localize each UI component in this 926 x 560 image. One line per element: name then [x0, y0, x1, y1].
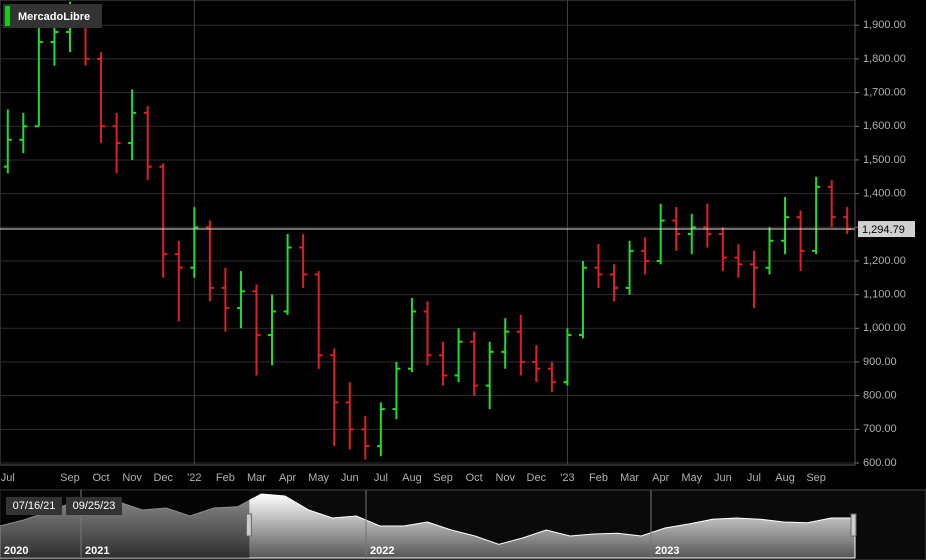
plot-area	[0, 0, 856, 466]
x-tick-label: Jul	[747, 472, 761, 484]
x-tick-label: Oct	[466, 472, 483, 484]
x-tick-label: Jul	[1, 472, 15, 484]
x-tick-label: Sep	[433, 472, 453, 484]
y-tick-label: 600.00	[863, 457, 897, 469]
x-tick-label: Aug	[402, 472, 422, 484]
y-tick-label: 1,000.00	[863, 322, 906, 334]
navigator-area	[0, 493, 856, 559]
x-tick-label: Nov	[122, 472, 142, 484]
year-label: 2020	[4, 545, 28, 557]
navigator-handle[interactable]	[850, 513, 857, 537]
x-tick-label: '22	[187, 472, 201, 484]
y-tick-label: 700.00	[863, 423, 897, 435]
x-tick-label: Sep	[60, 472, 80, 484]
y-tick-label: 1,900.00	[863, 19, 906, 31]
range-label: 07/16/21	[13, 500, 56, 512]
y-tick-label: 1,100.00	[863, 289, 906, 301]
x-tick-label: Dec	[153, 472, 173, 484]
y-tick-label: 1,200.00	[863, 255, 906, 267]
x-tick-label: '23	[560, 472, 574, 484]
range-label-box	[6, 497, 62, 515]
x-tick-label: Oct	[92, 472, 109, 484]
x-tick-label: Apr	[279, 472, 296, 484]
year-label: 2021	[85, 545, 109, 557]
legend-label: MercadoLibre	[18, 11, 90, 23]
x-tick-label: Feb	[589, 472, 608, 484]
legend-swatch	[5, 6, 10, 26]
legend-box	[3, 4, 102, 28]
x-tick-label: Aug	[775, 472, 795, 484]
y-tick-label: 800.00	[863, 390, 897, 402]
year-label: 2022	[370, 545, 394, 557]
y-tick-label: 1,500.00	[863, 154, 906, 166]
year-label: 2023	[655, 545, 679, 557]
last-price-label: 1,294.79	[862, 224, 905, 236]
x-tick-label: Nov	[495, 472, 515, 484]
y-tick-label: 1,600.00	[863, 120, 906, 132]
y-tick-label: 900.00	[863, 356, 897, 368]
y-tick-label: 1,700.00	[863, 87, 906, 99]
x-tick-label: Jul	[374, 472, 388, 484]
x-tick-label: Mar	[247, 472, 266, 484]
x-tick-label: Sep	[806, 472, 826, 484]
y-tick-label: 1,800.00	[863, 53, 906, 65]
last-price-box	[858, 221, 915, 238]
range-label: 09/25/23	[73, 500, 116, 512]
x-tick-label: May	[308, 472, 329, 484]
x-tick-label: Apr	[652, 472, 669, 484]
range-label-box	[66, 497, 122, 515]
x-tick-label: Dec	[527, 472, 547, 484]
x-tick-label: Feb	[216, 472, 235, 484]
navigator-handle[interactable]	[245, 513, 252, 537]
x-tick-label: May	[681, 472, 702, 484]
x-tick-label: Mar	[620, 472, 639, 484]
x-tick-label: Jun	[714, 472, 732, 484]
y-tick-label: 1,400.00	[863, 188, 906, 200]
x-tick-label: Jun	[341, 472, 359, 484]
